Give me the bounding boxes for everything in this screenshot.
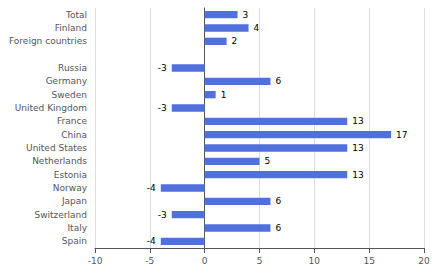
svg-text:13: 13 [352, 116, 363, 126]
svg-text:6: 6 [275, 223, 281, 233]
svg-text:13: 13 [352, 143, 363, 153]
svg-text:Germany: Germany [46, 76, 88, 86]
svg-text:Finland: Finland [55, 23, 87, 33]
svg-text:6: 6 [275, 76, 281, 86]
svg-text:20: 20 [418, 256, 430, 266]
svg-text:Foreign countries: Foreign countries [9, 36, 87, 46]
svg-text:China: China [61, 130, 87, 140]
svg-text:-5: -5 [145, 256, 154, 266]
svg-text:5: 5 [257, 256, 263, 266]
svg-text:2: 2 [232, 36, 238, 46]
svg-text:4: 4 [254, 23, 260, 33]
svg-text:-3: -3 [158, 63, 167, 73]
svg-text:-3: -3 [158, 210, 167, 220]
svg-text:-4: -4 [147, 183, 156, 193]
svg-text:3: 3 [243, 10, 249, 20]
svg-text:Norway: Norway [53, 183, 88, 193]
svg-text:Japan: Japan [61, 196, 87, 206]
svg-text:France: France [57, 116, 87, 126]
svg-text:Russia: Russia [58, 63, 87, 73]
svg-text:13: 13 [352, 170, 363, 180]
svg-text:15: 15 [363, 256, 374, 266]
svg-text:1: 1 [221, 90, 227, 100]
svg-text:6: 6 [275, 196, 281, 206]
svg-text:Total: Total [65, 10, 87, 20]
svg-text:United Kingdom: United Kingdom [15, 103, 87, 113]
svg-text:Netherlands: Netherlands [32, 156, 87, 166]
svg-text:5: 5 [265, 156, 271, 166]
svg-text:17: 17 [396, 130, 407, 140]
svg-text:-3: -3 [158, 103, 167, 113]
svg-text:Spain: Spain [62, 236, 87, 246]
svg-text:-4: -4 [147, 236, 156, 246]
svg-text:United States: United States [26, 143, 87, 153]
svg-text:Sweden: Sweden [51, 90, 87, 100]
svg-text:-10: -10 [88, 256, 103, 266]
svg-text:Estonia: Estonia [54, 170, 87, 180]
svg-text:0: 0 [202, 256, 208, 266]
svg-text:Switzerland: Switzerland [35, 210, 88, 220]
svg-text:10: 10 [309, 256, 321, 266]
svg-text:Italy: Italy [67, 223, 87, 233]
